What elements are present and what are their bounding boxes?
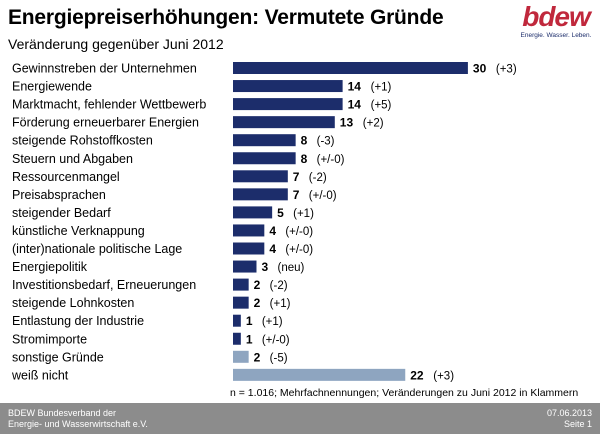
category-label: Energiepolitik	[12, 260, 88, 274]
value-label: 5	[277, 206, 284, 220]
change-label: (+5)	[371, 100, 392, 112]
category-label: weiß nicht	[11, 368, 69, 382]
footer-page-number: Seite 1	[563, 419, 592, 429]
category-label: steigender Bedarf	[12, 206, 111, 220]
value-label: 13	[340, 116, 354, 130]
bar	[233, 314, 241, 327]
value-label: 8	[301, 152, 308, 166]
value-label: 4	[269, 242, 276, 256]
category-label: Stromimporte	[12, 332, 87, 346]
change-label: (+/-0)	[262, 334, 290, 346]
value-label: 1	[246, 314, 253, 328]
page-subtitle: Veränderung gegenüber Juni 2012	[8, 36, 224, 52]
value-label: 4	[269, 224, 276, 238]
value-label: 2	[254, 278, 261, 292]
category-label: Gewinnstreben der Unternehmen	[12, 62, 197, 76]
footer-bar: BDEW Bundesverband der Energie- und Wass…	[0, 403, 600, 434]
value-label: 7	[293, 170, 300, 184]
change-label: (-2)	[270, 280, 288, 292]
value-label: 3	[261, 260, 268, 274]
footer-organization: BDEW Bundesverband der Energie- und Wass…	[8, 408, 148, 430]
change-label: (+1)	[262, 316, 283, 328]
bar	[233, 260, 257, 273]
value-label: 8	[301, 134, 308, 148]
footer-org-line2: Energie- und Wasserwirtschaft e.V.	[8, 419, 148, 429]
bar	[233, 98, 343, 111]
value-label: 2	[254, 350, 261, 364]
page-title: Energiepreiserhöhungen: Vermutete Gründe	[8, 6, 444, 29]
category-label: (inter)nationale politische Lage	[12, 242, 182, 256]
bar-chart: Gewinnstreben der Unternehmen 30 (+3) Energ…	[11, 62, 517, 383]
bar	[233, 350, 249, 363]
bar	[233, 134, 296, 147]
change-label: (+1)	[270, 298, 291, 310]
category-label: steigende Lohnkosten	[12, 296, 134, 310]
value-label: 14	[348, 98, 362, 112]
bar	[233, 368, 406, 381]
bar	[233, 332, 241, 345]
bdew-logo: bdew Energie. Wasser. Leben.	[515, 1, 597, 40]
category-label: Preisabsprachen	[12, 188, 106, 202]
category-label: Entlastung der Industrie	[12, 314, 144, 328]
value-label: 1	[246, 332, 253, 346]
footer-org-line1: BDEW Bundesverband der	[8, 408, 117, 418]
value-label: 2	[254, 296, 261, 310]
value-label: 7	[293, 188, 300, 202]
bar	[233, 116, 335, 129]
change-label: (+3)	[496, 64, 517, 76]
bar	[233, 278, 249, 291]
bar	[233, 242, 265, 255]
change-label: (+3)	[433, 370, 454, 382]
change-label: (-2)	[309, 172, 327, 184]
value-label: 22	[410, 368, 424, 382]
bar	[233, 62, 468, 74]
bar	[233, 224, 265, 237]
change-label: (+/-0)	[285, 226, 313, 238]
logo-tagline: Energie. Wasser. Leben.	[520, 32, 592, 39]
value-label: 30	[473, 62, 487, 76]
bar	[233, 152, 296, 165]
bar	[233, 80, 343, 93]
change-label: (+/-0)	[317, 154, 345, 166]
footer-date: 07.06.2013	[546, 408, 592, 418]
bar	[233, 206, 273, 219]
change-label: (+/-0)	[309, 190, 337, 202]
category-label: Investitionsbedarf, Erneuerungen	[12, 278, 196, 292]
change-label: (neu)	[277, 262, 304, 274]
logo-wordmark: bdew	[522, 1, 591, 32]
category-label: sonstige Gründe	[12, 350, 104, 364]
bar	[233, 188, 288, 201]
category-label: Förderung erneuerbarer Energien	[12, 116, 199, 130]
change-label: (-5)	[270, 352, 288, 364]
category-label: steigende Rohstoffkosten	[12, 134, 153, 148]
category-label: Marktmacht, fehlender Wettbewerb	[12, 98, 206, 112]
value-label: 14	[348, 80, 362, 94]
change-label: (+1)	[293, 208, 314, 220]
bar	[233, 170, 288, 183]
change-label: (+2)	[363, 118, 384, 130]
category-label: Ressourcenmangel	[12, 170, 120, 184]
bar	[233, 296, 249, 309]
change-label: (+/-0)	[285, 244, 313, 256]
category-label: Steuern und Abgaben	[12, 152, 133, 166]
change-label: (-3)	[317, 136, 335, 148]
category-label: künstliche Verknappung	[12, 224, 145, 238]
category-label: Energiewende	[12, 80, 92, 94]
chart-footnote: n = 1.016; Mehrfachnennungen; Veränderun…	[230, 387, 579, 399]
footer-meta: 07.06.2013 Seite 1	[547, 408, 592, 430]
change-label: (+1)	[371, 82, 392, 94]
